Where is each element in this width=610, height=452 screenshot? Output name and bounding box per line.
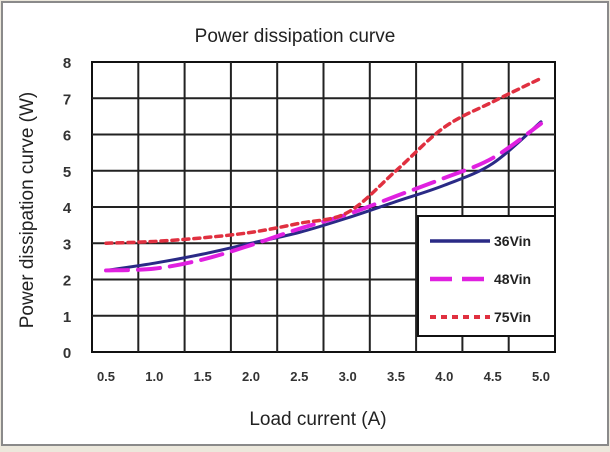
y-tick-label: 7 (63, 91, 71, 108)
x-tick-label: 5.0 (532, 369, 550, 384)
y-tick-label: 6 (63, 128, 71, 145)
y-tick-label: 2 (63, 273, 71, 290)
y-tick-label: 4 (63, 200, 72, 217)
x-tick-label: 0.5 (97, 369, 115, 384)
x-tick-label: 1.0 (145, 369, 163, 384)
y-tick-label: 5 (63, 164, 71, 181)
y-tick-label: 1 (63, 309, 71, 326)
chart-title: Power dissipation curve (195, 26, 396, 47)
x-tick-label: 3.5 (387, 369, 405, 384)
x-tick-label: 4.0 (435, 369, 453, 384)
x-tick-label: 2.0 (242, 369, 260, 384)
legend-label: 48Vin (494, 271, 531, 287)
y-tick-label: 8 (63, 55, 71, 72)
series-line-36vin (104, 120, 543, 272)
y-tick-label: 0 (63, 345, 71, 362)
x-tick-label: 1.5 (194, 369, 212, 384)
legend: 36Vin 48Vin 75Vin (417, 215, 556, 337)
series-line-75vin (104, 76, 543, 245)
y-axis-label: Power dissipation curve (W) (17, 92, 38, 329)
x-axis-label: Load current (A) (249, 409, 386, 430)
x-tick-label: 4.5 (484, 369, 502, 384)
x-tick-label: 2.5 (290, 369, 308, 384)
y-tick-label: 3 (63, 236, 71, 253)
legend-label: 36Vin (494, 233, 531, 249)
legend-label: 75Vin (494, 309, 531, 325)
x-tick-label: 3.0 (339, 369, 357, 384)
plot-area: 0 1 2 3 4 5 6 7 8 0.5 1.0 1.5 2.0 2.5 3.0 3.5 4.0 4.5 5.0 (63, 55, 556, 384)
series-line-48vin (104, 121, 543, 273)
